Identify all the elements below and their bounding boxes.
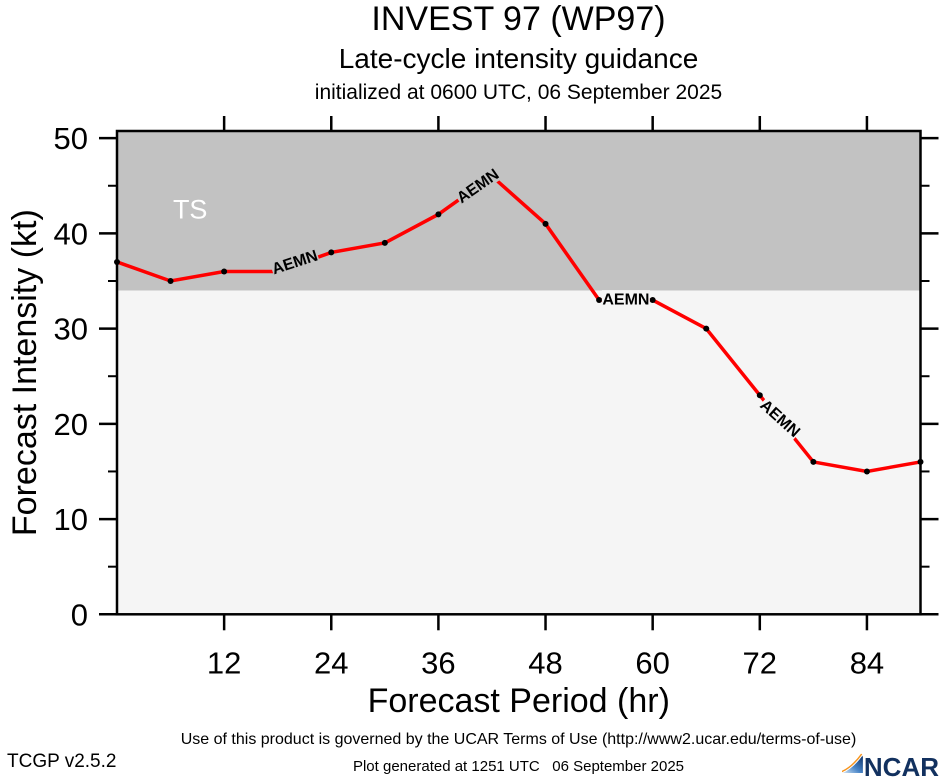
init-time-line: initialized at 0600 UTC, 06 September 20… [314,81,723,104]
ts-band-label: TS [173,195,208,225]
data-point [596,297,603,304]
ncar-sail-icon [842,753,863,774]
data-point [863,468,870,475]
data-point [756,392,763,399]
x-tick-label: 72 [743,645,777,680]
x-tick-label: 36 [421,645,455,680]
x-tick-label: 84 [850,645,884,680]
data-point [435,211,442,218]
x-tick-label: 12 [207,645,241,680]
x-tick-label: 48 [528,645,562,680]
page-title: INVEST 97 (WP97) [371,0,666,38]
band-tropical-storm [117,131,921,291]
plot-generated-text: Plot generated at 1251 UTC 06 September … [352,758,685,775]
x-tick-label: 60 [635,645,669,680]
tcgp-version-text: TCGP v2.5.2 [7,751,117,772]
line-label-aemn: AEMN [601,290,650,309]
page-subtitle: Late-cycle intensity guidance [338,43,699,74]
y-tick-label: 40 [54,216,88,251]
y-tick-label: 0 [71,597,88,632]
data-point [221,268,228,275]
data-point [649,297,656,304]
x-axis-title: Forecast Period (hr) [368,682,670,720]
ncar-logo: NCAR [842,744,939,780]
x-tick-label: 24 [314,645,348,680]
svg-text:AEMN: AEMN [602,292,649,309]
terms-of-use-text: Use of this product is governed by the U… [180,731,857,748]
y-tick-label: 30 [54,312,88,347]
data-point [542,220,549,227]
y-axis-title: Forecast Intensity (kt) [6,209,44,536]
y-tick-label: 10 [54,502,88,537]
y-tick-label: 50 [54,121,88,156]
data-point [703,325,710,332]
data-point [381,239,388,246]
data-point [167,277,174,284]
data-point [328,249,335,256]
plot-frame [115,129,922,616]
band-below-ts [117,290,921,615]
data-point [810,458,817,465]
ncar-logo-text: NCAR [863,752,939,782]
y-tick-label: 20 [54,407,88,442]
